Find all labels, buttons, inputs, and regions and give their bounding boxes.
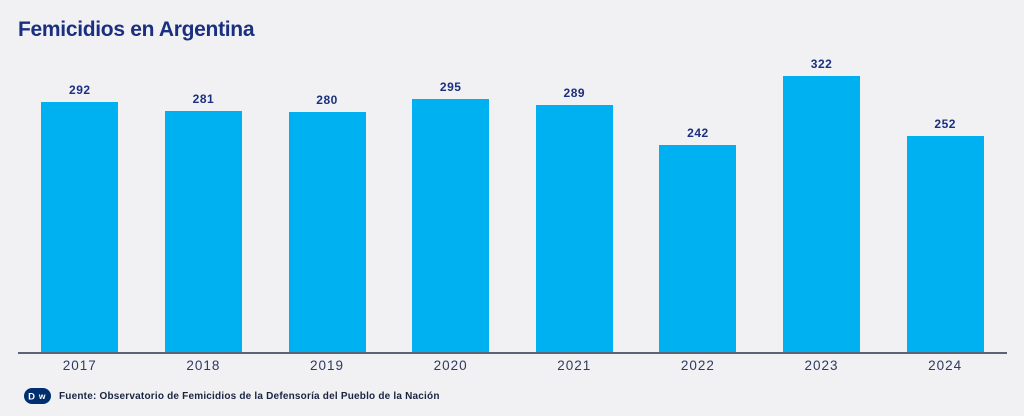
x-tick-label-2023: 2023 (804, 358, 839, 373)
bar-2018 (164, 111, 242, 352)
bar-2017 (41, 102, 119, 352)
bar-2020 (412, 99, 490, 352)
bar-column-2019: 280 (265, 56, 389, 352)
x-tick-label-2018: 2018 (186, 358, 221, 373)
bar-value-label-2017: 292 (69, 83, 91, 97)
bar-column-2024: 252 (883, 56, 1007, 352)
bar-column-2023: 322 (760, 56, 884, 352)
x-axis-labels: 2017 2018 2019 2020 2021 2022 2023 2024 (18, 358, 1007, 373)
bar-2021 (535, 105, 613, 352)
bar-2022 (659, 145, 737, 352)
dw-logo-icon: D w (24, 388, 51, 404)
svg-text:w: w (38, 391, 46, 401)
bar-column-2022: 242 (636, 56, 760, 352)
x-tick-label-2022: 2022 (680, 358, 715, 373)
source-text: Fuente: Observatorio de Femicidios de la… (59, 390, 440, 402)
chart-title: Femicidios en Argentina (18, 18, 255, 41)
bar-value-label-2018: 281 (192, 92, 215, 106)
bar-value-label-2024: 252 (934, 117, 956, 131)
bar-2024 (906, 136, 984, 352)
bar-column-2018: 281 (142, 56, 266, 352)
bar-2019 (288, 112, 366, 352)
bar-column-2020: 295 (389, 56, 513, 352)
x-tick-label-2021: 2021 (557, 358, 592, 373)
bar-column-2021: 289 (513, 56, 637, 352)
svg-text:D: D (28, 392, 35, 403)
bar-value-label-2022: 242 (687, 126, 709, 140)
x-tick-label-2017: 2017 (62, 358, 97, 373)
bar-value-label-2020: 295 (439, 80, 462, 94)
x-axis-line (18, 352, 1007, 354)
x-tick-label-2020: 2020 (433, 358, 468, 373)
source-footer: D w Fuente: Observatorio de Femicidios d… (24, 388, 440, 404)
bar-value-label-2023: 322 (810, 57, 833, 71)
bar-value-label-2019: 280 (316, 93, 338, 107)
bar-plot-area: 292 281 280 295 289 242 322 252 (18, 56, 1007, 352)
bar-2023 (783, 76, 861, 352)
x-tick-label-2024: 2024 (928, 358, 963, 373)
x-tick-label-2019: 2019 (310, 358, 345, 373)
bar-column-2017: 292 (18, 56, 142, 352)
bar-value-label-2021: 289 (563, 86, 586, 100)
